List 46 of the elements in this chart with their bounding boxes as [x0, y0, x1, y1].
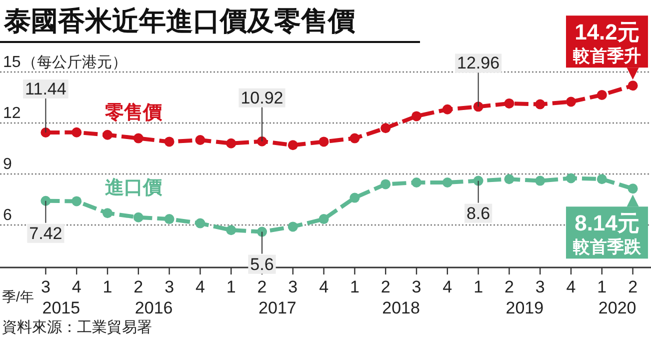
- x-tick-label: 4: [442, 278, 452, 296]
- annotation: 較首季跌: [572, 238, 642, 257]
- text: 2016: [134, 298, 173, 318]
- text: 2019: [506, 298, 544, 318]
- x-tick-label: 1: [350, 278, 360, 296]
- source-note: 資料來源：工業貿易署: [2, 319, 152, 336]
- x-tick-label: 3: [412, 278, 422, 296]
- y-axis-title: （每公斤港元）: [22, 54, 127, 71]
- callout: 8.14元 較首季跌: [566, 194, 648, 259]
- data-label: 5.6: [250, 254, 274, 274]
- x-tick-label: 3: [535, 278, 545, 296]
- text: 2017: [258, 298, 296, 318]
- x-tick-label: 2: [134, 278, 144, 296]
- y-tick-label: 9: [3, 156, 12, 173]
- x-tick-label: 1: [597, 278, 607, 296]
- x-tick-label: 2: [628, 278, 638, 296]
- y-tick-label: 12: [3, 105, 21, 122]
- data-label: 8.6: [466, 204, 490, 223]
- text: 2015: [42, 298, 80, 318]
- data-label: 12.96: [457, 54, 500, 73]
- x-tick-label: 1: [474, 278, 484, 296]
- data-label: 11.44: [25, 80, 66, 99]
- y-tick-label: 15: [3, 54, 21, 71]
- y-tick-label: 6: [3, 207, 12, 224]
- x-tick-label: 3: [164, 278, 174, 296]
- x-tick-label: 4: [319, 278, 329, 296]
- annotation: 8.14元: [574, 210, 640, 236]
- x-tick-label: 4: [72, 278, 82, 296]
- x-tick-label: 2: [504, 278, 514, 296]
- x-tick-label: 2: [257, 278, 267, 296]
- x-tick-label: 3: [288, 278, 298, 296]
- x-axis-title: 季/年: [2, 288, 34, 304]
- series-label: 進口價: [104, 177, 163, 198]
- x-tick-label: 1: [102, 278, 112, 296]
- series-label: 零售價: [104, 102, 163, 124]
- x-tick-label: 1: [226, 278, 236, 296]
- x-tick-label: 2: [380, 278, 390, 296]
- x-tick-label: 4: [195, 278, 205, 296]
- data-label: 10.92: [240, 88, 284, 108]
- data-label: 7.42: [29, 224, 62, 243]
- x-tick-label: 3: [40, 278, 50, 296]
- text: 2018: [382, 298, 420, 318]
- chart-title: 泰國香米近年進口價及零售價: [3, 6, 356, 36]
- callout: 14.2元 較首季升: [566, 16, 648, 80]
- text: 2020: [598, 298, 636, 318]
- x-tick-label: 4: [566, 278, 576, 296]
